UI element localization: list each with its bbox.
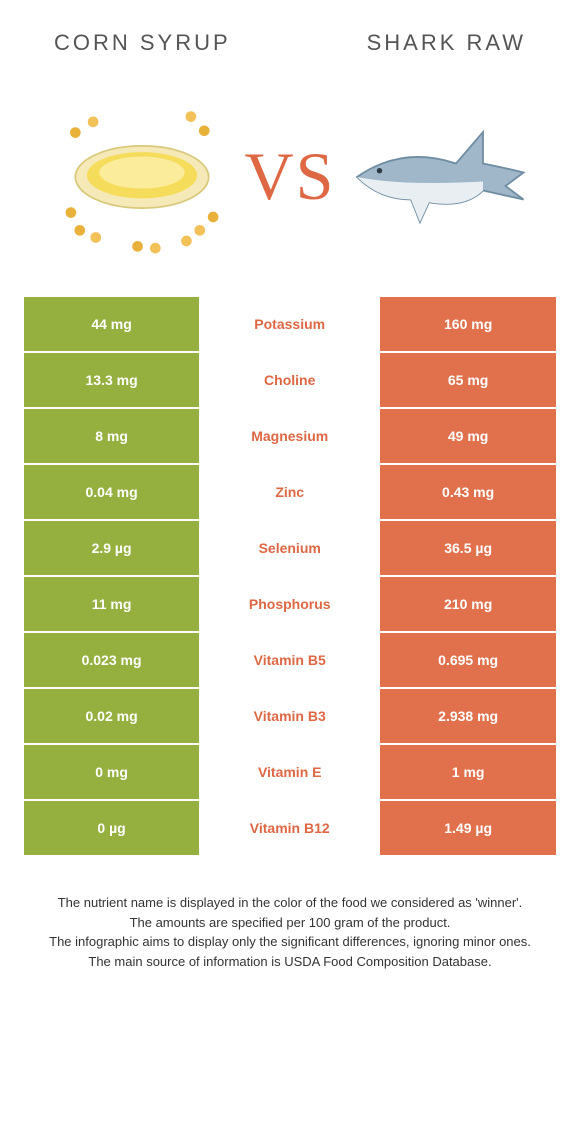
corn-syrup-icon <box>52 97 232 257</box>
table-row: 13.3 mgCholine65 mg <box>24 353 556 409</box>
left-value: 0.02 mg <box>24 689 201 745</box>
nutrient-name: Vitamin B5 <box>201 633 378 689</box>
table-row: 0.04 mgZinc0.43 mg <box>24 465 556 521</box>
left-value: 0.04 mg <box>24 465 201 521</box>
nutrient-name: Vitamin B12 <box>201 801 378 857</box>
right-value: 1 mg <box>378 745 556 801</box>
nutrient-name: Vitamin E <box>201 745 378 801</box>
right-value: 160 mg <box>378 297 556 353</box>
vs-label: VS <box>245 137 336 216</box>
left-value: 0.023 mg <box>24 633 201 689</box>
left-value: 44 mg <box>24 297 201 353</box>
left-value: 2.9 µg <box>24 521 201 577</box>
header-row: Corn syrup Shark raw <box>24 30 556 56</box>
right-value: 49 mg <box>378 409 556 465</box>
right-value: 210 mg <box>378 577 556 633</box>
footer-line: The amounts are specified per 100 gram o… <box>42 913 538 933</box>
right-value: 0.695 mg <box>378 633 556 689</box>
left-value: 13.3 mg <box>24 353 201 409</box>
right-food-title: Shark raw <box>367 30 526 56</box>
table-row: 0.02 mgVitamin B32.938 mg <box>24 689 556 745</box>
nutrient-name: Phosphorus <box>201 577 378 633</box>
table-row: 0 mgVitamin E1 mg <box>24 745 556 801</box>
left-value: 8 mg <box>24 409 201 465</box>
table-row: 11 mgPhosphorus210 mg <box>24 577 556 633</box>
right-value: 65 mg <box>378 353 556 409</box>
right-value: 2.938 mg <box>378 689 556 745</box>
image-row: VS <box>24 84 556 269</box>
table-row: 2.9 µgSelenium36.5 µg <box>24 521 556 577</box>
left-value: 0 mg <box>24 745 201 801</box>
left-value: 0 µg <box>24 801 201 857</box>
right-food-image <box>338 84 538 269</box>
comparison-table: 44 mgPotassium160 mg13.3 mgCholine65 mg8… <box>24 297 556 857</box>
nutrient-name: Choline <box>201 353 378 409</box>
shark-icon <box>348 97 528 257</box>
left-food-title: Corn syrup <box>54 30 231 56</box>
footer-notes: The nutrient name is displayed in the co… <box>24 893 556 971</box>
table-row: 0.023 mgVitamin B50.695 mg <box>24 633 556 689</box>
nutrient-name: Magnesium <box>201 409 378 465</box>
footer-line: The nutrient name is displayed in the co… <box>42 893 538 913</box>
right-value: 1.49 µg <box>378 801 556 857</box>
right-value: 36.5 µg <box>378 521 556 577</box>
right-value: 0.43 mg <box>378 465 556 521</box>
left-value: 11 mg <box>24 577 201 633</box>
table-row: 0 µgVitamin B121.49 µg <box>24 801 556 857</box>
nutrient-name: Zinc <box>201 465 378 521</box>
nutrient-name: Selenium <box>201 521 378 577</box>
footer-line: The infographic aims to display only the… <box>42 932 538 952</box>
table-row: 8 mgMagnesium49 mg <box>24 409 556 465</box>
table-row: 44 mgPotassium160 mg <box>24 297 556 353</box>
nutrient-name: Vitamin B3 <box>201 689 378 745</box>
left-food-image <box>42 84 242 269</box>
nutrient-name: Potassium <box>201 297 378 353</box>
footer-line: The main source of information is USDA F… <box>42 952 538 972</box>
